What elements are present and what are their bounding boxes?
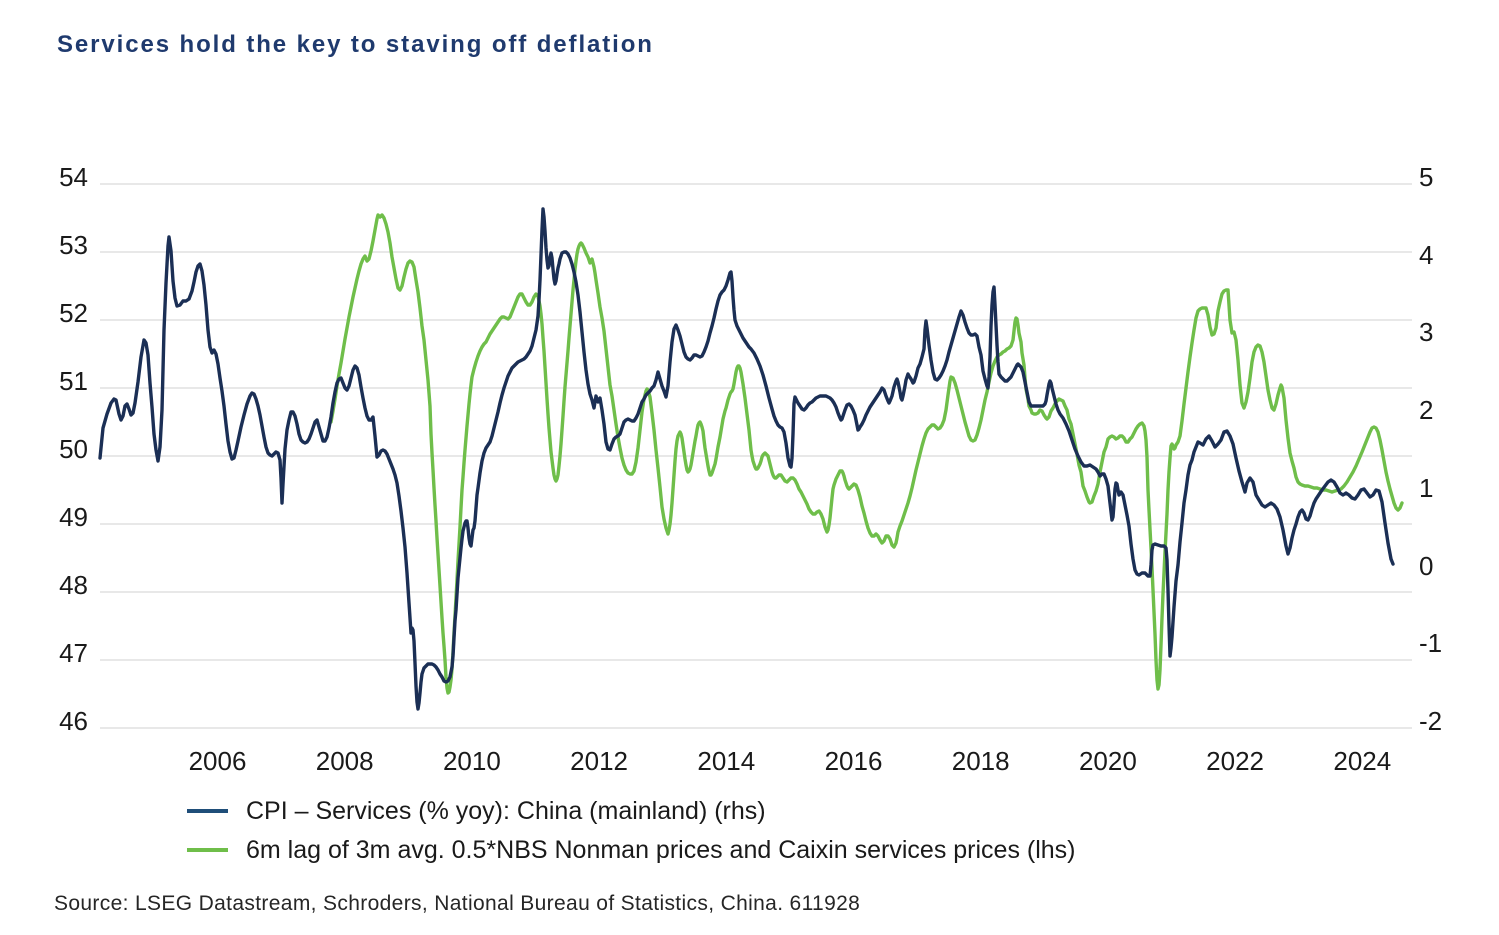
svg-text:5: 5 <box>1419 162 1433 192</box>
svg-text:2022: 2022 <box>1206 746 1264 776</box>
svg-text:2024: 2024 <box>1333 746 1391 776</box>
svg-text:2008: 2008 <box>316 746 374 776</box>
svg-text:4: 4 <box>1419 240 1433 270</box>
svg-text:53: 53 <box>59 230 88 260</box>
svg-text:2014: 2014 <box>697 746 755 776</box>
svg-text:51: 51 <box>59 366 88 396</box>
svg-text:Source: LSEG Datastream, Schro: Source: LSEG Datastream, Schroders, Nati… <box>54 892 860 915</box>
svg-text:52: 52 <box>59 298 88 328</box>
svg-text:1: 1 <box>1419 473 1433 503</box>
svg-text:48: 48 <box>59 570 88 600</box>
svg-text:49: 49 <box>59 502 88 532</box>
svg-text:3: 3 <box>1419 317 1433 347</box>
svg-text:Services hold the key to stavi: Services hold the key to staving off def… <box>57 31 654 58</box>
svg-text:CPI – Services (% yoy): China: CPI – Services (% yoy): China (mainland)… <box>246 797 766 825</box>
svg-text:2006: 2006 <box>189 746 247 776</box>
svg-text:-2: -2 <box>1419 706 1442 736</box>
svg-text:6m lag of 3m avg. 0.5*NBS Nonm: 6m lag of 3m avg. 0.5*NBS Nonman prices … <box>246 836 1076 864</box>
svg-text:-1: -1 <box>1419 628 1442 658</box>
svg-text:2012: 2012 <box>570 746 628 776</box>
svg-text:54: 54 <box>59 162 88 192</box>
svg-text:47: 47 <box>59 638 88 668</box>
svg-text:0: 0 <box>1419 551 1433 581</box>
svg-text:50: 50 <box>59 434 88 464</box>
svg-text:2010: 2010 <box>443 746 501 776</box>
svg-text:2: 2 <box>1419 395 1433 425</box>
svg-text:2020: 2020 <box>1079 746 1137 776</box>
svg-text:2018: 2018 <box>952 746 1010 776</box>
svg-text:46: 46 <box>59 706 88 736</box>
svg-text:2016: 2016 <box>825 746 883 776</box>
